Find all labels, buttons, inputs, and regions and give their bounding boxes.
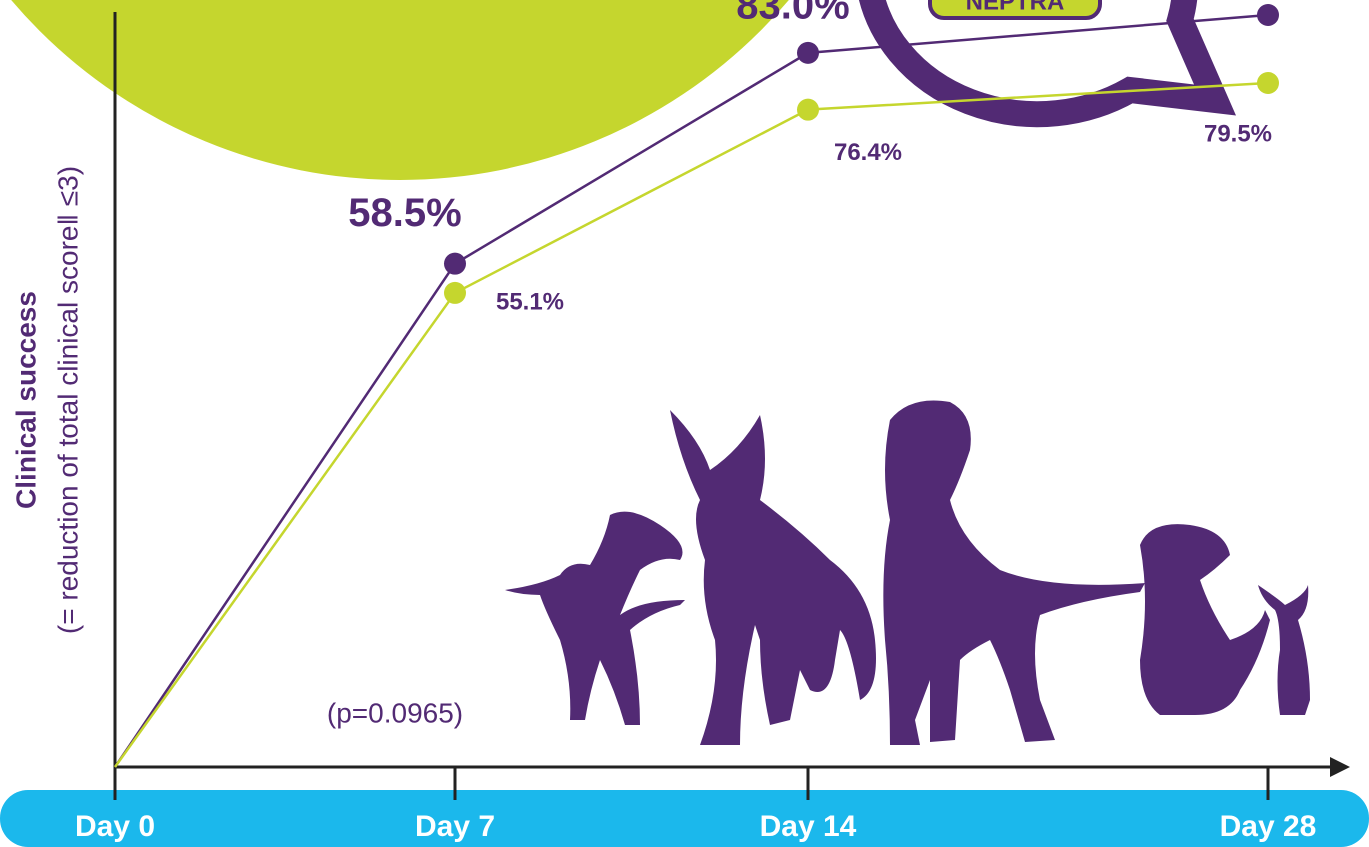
x-tick-label: Day 0: [75, 810, 155, 843]
x-tick-label: Day 7: [415, 810, 495, 843]
data-point: [797, 42, 819, 64]
x-band: [0, 790, 1369, 847]
data-point: [1257, 4, 1279, 26]
badge-text: NEPTRA: [966, 0, 1065, 15]
series-line: [115, 83, 1268, 767]
data-point: [1257, 72, 1279, 94]
data-point: [444, 253, 466, 275]
data-point: [444, 282, 466, 304]
y-axis-title: Clinical success: [10, 291, 41, 509]
dog-silhouettes: [505, 400, 1310, 745]
value-label: 87.4%: [1126, 0, 1239, 8]
x-axis-arrow: [1330, 757, 1350, 777]
annotation: (p=0.0965): [327, 697, 463, 728]
value-label: 79.5%: [1204, 120, 1272, 147]
y-axis-subtitle: (= reduction of total clinical score‖ ≤3…: [52, 166, 83, 634]
value-label: 83.0%: [736, 0, 849, 27]
value-label: 76.4%: [834, 139, 902, 166]
value-label: 55.1%: [496, 288, 564, 315]
value-label: 58.5%: [348, 191, 461, 235]
x-tick-label: Day 28: [1220, 810, 1317, 843]
x-tick-label: Day 14: [760, 810, 857, 843]
data-point: [797, 99, 819, 121]
chart: NEPTRA Clinical success (= reduction of …: [0, 0, 1369, 847]
